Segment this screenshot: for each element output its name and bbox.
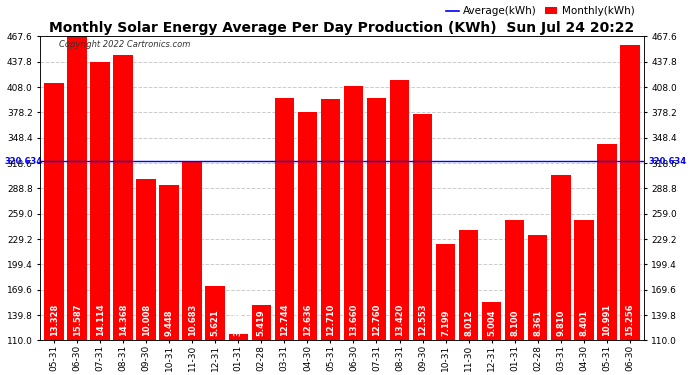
Bar (297, 112, 317, 340)
Text: 13.328: 13.328 (50, 304, 59, 336)
Bar (505, 220, 524, 340)
Text: 12.710: 12.710 (326, 304, 335, 336)
Text: 8.361: 8.361 (533, 310, 542, 336)
Bar (390, 80, 409, 340)
Bar (620, 45, 640, 340)
Bar (482, 302, 502, 340)
Text: 15.587: 15.587 (72, 304, 81, 336)
Text: 3.7774: 3.7774 (234, 304, 243, 336)
Text: 8.401: 8.401 (579, 310, 589, 336)
Text: 14.114: 14.114 (96, 303, 105, 336)
Text: 10.991: 10.991 (602, 304, 611, 336)
Text: 12.744: 12.744 (280, 304, 289, 336)
Bar (275, 98, 294, 340)
Bar (459, 230, 478, 340)
Title: Monthly Solar Energy Average Per Day Production (KWh)  Sun Jul 24 20:22: Monthly Solar Energy Average Per Day Pro… (49, 21, 635, 35)
Text: 320.634: 320.634 (648, 157, 687, 166)
Bar (228, 334, 248, 340)
Text: 320.634: 320.634 (4, 157, 43, 166)
Bar (413, 114, 433, 340)
Text: 15.256: 15.256 (625, 303, 634, 336)
Bar (321, 99, 340, 340)
Text: 5.004: 5.004 (487, 310, 496, 336)
Text: 12.553: 12.553 (418, 304, 427, 336)
Bar (68, 36, 87, 340)
Bar (551, 176, 571, 340)
Text: Copyright 2022 Cartronics.com: Copyright 2022 Cartronics.com (59, 40, 190, 49)
Text: 13.660: 13.660 (349, 304, 358, 336)
Bar (159, 185, 179, 340)
Bar (113, 56, 133, 340)
Text: 8.100: 8.100 (510, 310, 519, 336)
Legend: Average(kWh), Monthly(kWh): Average(kWh), Monthly(kWh) (442, 2, 638, 21)
Bar (182, 162, 202, 340)
Text: 13.420: 13.420 (395, 304, 404, 336)
Text: 5.621: 5.621 (210, 309, 220, 336)
Text: 10.008: 10.008 (141, 304, 150, 336)
Bar (436, 244, 455, 340)
Text: 14.368: 14.368 (119, 304, 128, 336)
Bar (252, 305, 271, 340)
Text: 8.012: 8.012 (464, 310, 473, 336)
Text: 5.419: 5.419 (257, 309, 266, 336)
Bar (137, 179, 156, 340)
Bar (206, 286, 225, 340)
Text: 9.448: 9.448 (165, 310, 174, 336)
Text: 12.636: 12.636 (303, 304, 312, 336)
Bar (574, 220, 593, 340)
Bar (44, 83, 64, 340)
Bar (528, 235, 547, 340)
Bar (344, 86, 363, 340)
Text: 10.683: 10.683 (188, 304, 197, 336)
Bar (366, 98, 386, 340)
Bar (597, 144, 617, 340)
Bar (90, 62, 110, 340)
Text: 12.760: 12.760 (372, 304, 381, 336)
Text: 7.199: 7.199 (441, 310, 450, 336)
Text: 9.810: 9.810 (556, 310, 565, 336)
